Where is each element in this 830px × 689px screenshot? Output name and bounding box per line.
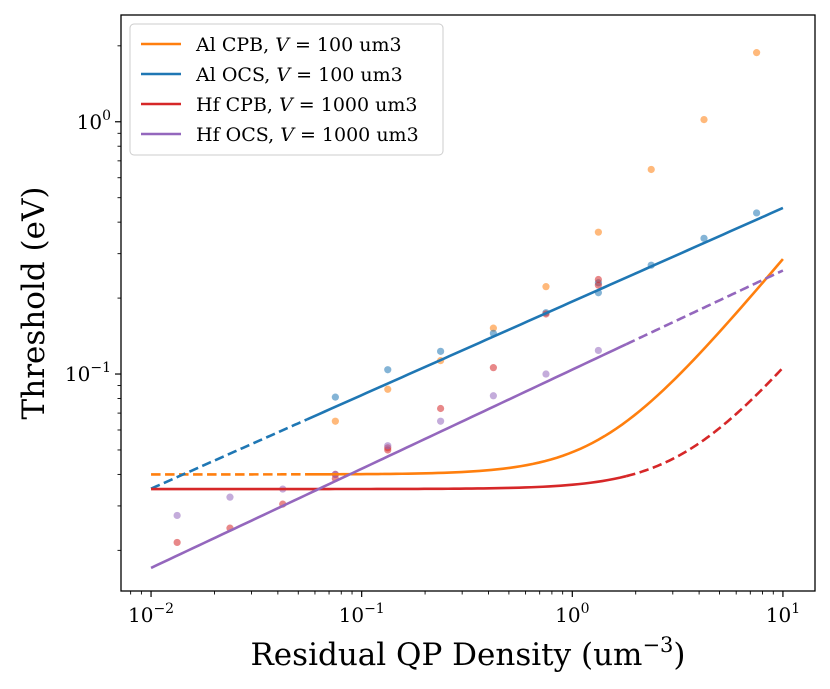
point-al-ocs-2 <box>437 347 445 355</box>
point-al-ocs-1 <box>384 366 392 374</box>
y-axis-label: Threshold (eV) <box>16 187 52 420</box>
point-hf-cpb-10 <box>594 281 602 289</box>
legend-label-al-ocs: Al OCS, V = 100 um3 <box>195 64 403 86</box>
x-tick-label: 101 <box>766 601 800 627</box>
point-al-ocs-8 <box>700 234 708 242</box>
point-al-cpb-4 <box>542 283 550 291</box>
fit-line-dashed-hf-cpb <box>625 366 784 478</box>
axis-layer: 10−2 10−1 100 101 10−1 100 <box>65 45 800 627</box>
point-hf-ocs-5 <box>437 417 445 425</box>
point-al-cpb-0 <box>331 417 339 425</box>
fit-line-al-ocs <box>306 206 784 421</box>
point-al-cpb-7 <box>700 115 708 124</box>
y-tick-label: 10−1 <box>65 360 111 386</box>
point-al-cpb-8 <box>753 49 761 57</box>
point-hf-cpb-8 <box>489 364 497 372</box>
point-hf-ocs-1 <box>226 493 234 501</box>
point-hf-cpb-0 <box>173 538 181 547</box>
point-al-cpb-6 <box>647 165 655 174</box>
point-hf-cpb-7 <box>437 404 445 413</box>
x-axis-label: Residual QP Density (um−3) <box>250 633 685 673</box>
point-al-cpb-3 <box>489 324 497 332</box>
point-hf-ocs-8 <box>594 346 602 355</box>
fit-line-dashed-hf-ocs <box>625 269 784 346</box>
x-tick-label: 100 <box>555 601 589 627</box>
fit-line-dashed-al-ocs <box>150 418 308 490</box>
legend-label-hf-ocs: Hf OCS, V = 1000 um3 <box>196 124 419 146</box>
point-hf-ocs-6 <box>489 392 497 400</box>
x-axis-label-main: Residual QP Density (um <box>250 637 642 673</box>
plot-area-frame <box>120 14 816 592</box>
y-tick-label: 100 <box>77 108 111 134</box>
fit-line-al-cpb <box>306 258 784 476</box>
legend-box <box>129 23 444 156</box>
point-al-ocs-0 <box>331 393 339 401</box>
legend: Al CPB, V = 100 um3 Al OCS, V = 100 um3 Hf… <box>129 23 444 156</box>
x-tick-label: 10−1 <box>339 601 385 627</box>
legend-label-al-cpb: Al CPB, V = 100 um3 <box>195 34 402 56</box>
point-hf-ocs-4 <box>384 442 392 450</box>
point-al-cpb-5 <box>594 228 602 236</box>
x-axis-label-exponent: −3 <box>642 633 673 657</box>
point-hf-ocs-7 <box>542 370 550 378</box>
point-al-ocs-9 <box>753 209 761 217</box>
legend-label-hf-cpb: Hf CPB, V = 1000 um3 <box>196 94 417 116</box>
point-hf-cpb-11 <box>594 275 602 284</box>
x-axis-label-end: ) <box>673 637 685 673</box>
x-tick-label: 10−2 <box>128 601 174 627</box>
data-layer <box>150 49 784 570</box>
fit-line-hf-cpb <box>151 474 627 491</box>
point-hf-ocs-0 <box>173 511 181 520</box>
fit-line-hf-ocs <box>150 343 627 570</box>
point-al-cpb-1 <box>384 385 392 393</box>
